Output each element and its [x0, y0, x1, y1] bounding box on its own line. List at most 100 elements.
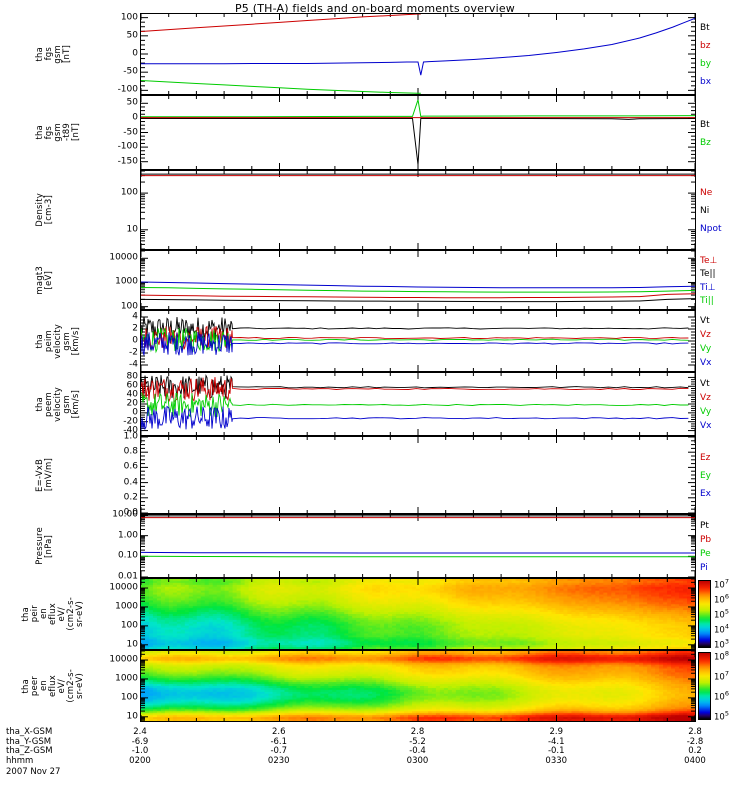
legend-entry: Vx [700, 421, 712, 432]
legend-entry: bz [700, 41, 711, 51]
colorbar-tick-label: 106 [714, 592, 729, 606]
date-label: 2007 Nov 27 [6, 767, 61, 777]
legend-entry: Vy [700, 407, 712, 418]
xaxis-value: 0230 [267, 755, 290, 766]
xaxis-row-label: tha_Z-GSM [6, 746, 53, 757]
ytick-label: 0.8 [123, 446, 138, 457]
ytick-labels-magt3: 10000 1000 100 [78, 250, 138, 310]
yaxis-name-peem-velocity: tha peem velocity gsm [km/s] [35, 372, 81, 436]
legend-entry: bx [700, 77, 712, 87]
yaxis-name-line: [nT] [71, 123, 81, 142]
panel-fgs-gsm-t89 [140, 95, 696, 170]
ytick-label: 1000 [115, 601, 138, 612]
legend-entry: Ti|| [700, 296, 714, 306]
ytick-label: 0.10 [117, 550, 138, 561]
ytick-label: 1000 [115, 276, 138, 287]
ytick-labels-peer-en-eflux: 10000 1000 100 10 [78, 650, 138, 722]
ytick-labels-peem-velocity: 80 60 40 20 0 -20 -40 [78, 372, 138, 436]
legend-entry: Vt [700, 378, 710, 389]
ytick-label: 1000 [115, 673, 138, 684]
colorbar-tick-label: 105 [714, 709, 729, 723]
ytick-label: 1.00 [117, 530, 138, 541]
colorbar-tick-label: 107 [714, 669, 729, 683]
legend-entry: Bt [700, 119, 710, 130]
legend-entry: Vt [700, 316, 710, 327]
xaxis-value: 0.2 [688, 746, 702, 757]
colorbar-tick-label: 108 [714, 649, 729, 663]
xaxis-value: -4.1 [547, 736, 565, 747]
ytick-label: 10000 [109, 252, 138, 263]
legend-entry: Bt [700, 23, 710, 33]
legend-entry: Ex [700, 489, 712, 499]
panel-density [140, 170, 696, 250]
ytick-labels-density: 100 10 [78, 170, 138, 250]
xaxis-value: -0.4 [409, 746, 426, 757]
ytick-label: 100 [120, 620, 138, 631]
panel-pressure [140, 514, 696, 578]
ytick-label: 10 [126, 639, 138, 650]
ytick-label: 20 [126, 398, 138, 409]
ytick-label: 4 [132, 311, 138, 322]
xaxis-value: 2.6 [271, 727, 286, 737]
colorbar-tick-label: 103 [714, 637, 729, 651]
xaxis-value: -6.9 [131, 736, 149, 747]
xaxis-row-label: tha_X-GSM [6, 727, 53, 737]
legend-entry: Ez [700, 453, 711, 463]
legend-entry: Ne [700, 188, 713, 198]
yaxis-name-line: sr-eV) [75, 672, 85, 699]
spectrogram-peer-en-eflux [140, 650, 696, 722]
xaxis-value: 0200 [129, 755, 151, 766]
ytick-label: 100 [120, 301, 138, 312]
xaxis-row-label: hhmm [6, 755, 34, 766]
ytick-label: 80 [126, 371, 138, 382]
ytick-label: 50 [126, 97, 138, 108]
ytick-label: 10 [126, 224, 138, 235]
yaxis-name-peir-en-eflux: tha peir en eflux eV/(cm2-s-sr-eV) [21, 578, 85, 650]
xaxis-value: -1.0 [131, 746, 149, 757]
legend-entry: Pe [700, 549, 711, 560]
ytick-label: 0 [132, 48, 138, 59]
xaxis-value: 0400 [684, 755, 706, 766]
legend-entry: Vx [700, 357, 712, 368]
xaxis-value: 0330 [545, 755, 568, 766]
panel-magt3 [140, 250, 696, 310]
ytick-labels-fgs-gsm-t89: 50 0 -50 -100 -150 [78, 95, 138, 170]
legend-entry: by [700, 59, 712, 69]
ytick-labels-efield: 1.0 0.8 0.6 0.4 0.2 0.0 [78, 431, 138, 517]
colorbar-tick-label: 107 [714, 577, 729, 591]
ytick-label: 100 [120, 187, 138, 198]
legend-entry: Vz [700, 330, 711, 341]
yaxis-name-peer-en-eflux: tha peer en eflux eV/(cm2-s-sr-eV) [21, 650, 85, 722]
yaxis-name-magt3: magt3 [eV] [35, 250, 54, 310]
ytick-label: 0 [132, 335, 138, 346]
ytick-labels-peim-velocity: 4 2 0 -2 -4 [78, 310, 138, 372]
xaxis-value: 2.9 [549, 727, 564, 737]
ytick-label: 0.6 [123, 461, 138, 472]
legend-entry: Vy [700, 343, 712, 354]
yaxis-name-line: [km/s] [71, 326, 81, 356]
colorbar-tick-label: 104 [714, 622, 729, 636]
yaxis-name-density: Density [cm-3] [35, 170, 54, 250]
xaxis-value: -0.7 [270, 746, 288, 757]
ytick-label: -40 [123, 425, 138, 436]
ytick-labels-fgs-gsm: 100 50 0 -50 -100 [78, 13, 138, 95]
ytick-label: -100 [117, 84, 138, 95]
legend-entry: Pi [700, 563, 708, 574]
xaxis-row-label: tha_Y-GSM [6, 736, 52, 747]
ytick-label: 1.0 [123, 431, 138, 442]
xaxis-value: -6.1 [270, 736, 288, 747]
yaxis-name-line: [eV] [44, 270, 54, 290]
ytick-label: 10 [126, 711, 138, 722]
yaxis-name-line: [km/s] [71, 389, 81, 419]
page-title: P5 (TH-A) fields and on-board moments ov… [234, 2, 516, 15]
legend-entry: Te⊥ [700, 256, 718, 266]
yaxis-name-line: sr-eV) [75, 600, 85, 627]
ytick-label: 0.01 [117, 571, 138, 582]
colorbar-peer-en-eflux [698, 652, 711, 720]
ytick-label: 0.2 [123, 492, 138, 503]
xaxis-value: 2.8 [410, 727, 425, 737]
ytick-label: 0 [132, 407, 138, 418]
yaxis-name-pressure: Pressure [nPa] [35, 514, 54, 578]
panel-peim-velocity [140, 310, 696, 372]
legend-entry: Bz [700, 137, 711, 148]
